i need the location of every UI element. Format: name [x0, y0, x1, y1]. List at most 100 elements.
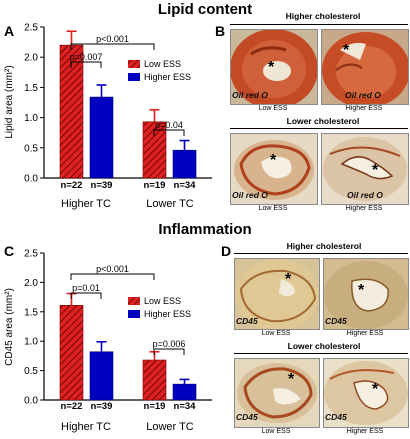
d-stain-3: CD45 — [236, 412, 258, 422]
d-caption-4: Higher ESS — [346, 428, 384, 435]
b-image-lower-higher-ess — [321, 133, 409, 205]
p-value-label: p=0.007 — [70, 52, 103, 62]
d-stain-4: CD45 — [325, 412, 347, 422]
bar-higher-ess — [172, 149, 197, 179]
y-axis-label: Lipid area (mm²) — [4, 65, 15, 138]
legend-label: Low ESS — [144, 59, 181, 69]
n-label: n=19 — [144, 401, 166, 412]
b-image-higher-low-ess — [230, 29, 318, 105]
d-caption-3: Low ESS — [261, 428, 291, 435]
d-caption-2: Higher ESS — [346, 330, 384, 337]
significance-bracket — [70, 43, 155, 50]
b-star-3: * — [270, 152, 277, 169]
group-label: Higher TC — [61, 198, 111, 210]
panel-label-a: A — [4, 23, 15, 39]
y-tick-label: 2.0 — [24, 278, 38, 289]
d-star-4: * — [372, 381, 379, 398]
b-stain-1: Oil red O — [232, 90, 268, 100]
section-title-inflammation: Inflammation — [158, 221, 252, 238]
b-title-lower-cholesterol: Lower cholesterol — [286, 116, 360, 126]
panel-label-b: B — [215, 23, 226, 39]
chart-lipid-area: 0.0 0.5 1.0 1.5 2.0 2.5 Lipid area (mm²) n=22 n=… — [4, 23, 212, 210]
n-label: n=39 — [91, 401, 113, 412]
group-label: Lower TC — [146, 198, 194, 210]
bar-low-ess — [142, 359, 167, 401]
d-image-higher-low-ess — [234, 258, 320, 330]
bar-low-ess — [59, 305, 84, 401]
p-value-label: p=0.01 — [72, 283, 100, 293]
d-rule-bottom — [234, 353, 408, 354]
b-caption-4: Higher ESS — [345, 205, 383, 212]
b-stain-4: Oil red O — [347, 190, 383, 200]
p-value-label: p<0.001 — [96, 34, 129, 44]
legend-label: Higher ESS — [144, 309, 191, 319]
d-title-higher-cholesterol: Higher cholesterol — [286, 241, 362, 251]
p-value-label: p=0.04 — [155, 120, 183, 130]
significance-bracket — [153, 129, 185, 136]
n-label: n=34 — [174, 401, 197, 412]
b-star-1: * — [268, 59, 275, 76]
legend-label: Higher ESS — [144, 72, 191, 82]
d-image-lower-low-ess — [234, 358, 320, 428]
chart-cd45-area: 0.0 0.5 1.0 1.5 2.0 2.5 CD45 area (mm²) n=22 n=3… — [4, 249, 212, 433]
d-star-2: * — [358, 282, 365, 299]
b-rule-bottom — [230, 128, 408, 129]
section-title-lipid: Lipid content — [157, 1, 253, 18]
legend-swatch — [128, 73, 140, 81]
d-image-higher-higher-ess — [323, 258, 409, 330]
y-axis-label: CD45 area (mm²) — [4, 288, 15, 366]
significance-bracket — [70, 292, 102, 299]
d-rule-top — [234, 253, 408, 254]
legend-label: Low ESS — [144, 296, 181, 306]
b-stain-2: Oil red O — [345, 90, 381, 100]
y-tick-label: 0.5 — [24, 143, 38, 154]
b-caption-1: Low ESS — [258, 105, 288, 112]
bar-higher-ess — [89, 351, 114, 401]
d-image-lower-higher-ess — [323, 358, 409, 428]
legend-swatch — [128, 310, 140, 318]
n-label: n=19 — [144, 180, 166, 191]
b-stain-3: Oil red O — [232, 190, 268, 200]
group-label: Higher TC — [61, 421, 111, 433]
n-label: n=34 — [174, 180, 197, 191]
b-star-4: * — [372, 162, 379, 179]
d-star-1: * — [285, 271, 292, 288]
y-tick-label: 1.5 — [24, 83, 38, 94]
d-stain-2: CD45 — [325, 316, 347, 326]
panel-label-c: C — [4, 243, 15, 259]
n-label: n=39 — [91, 180, 113, 191]
y-tick-label: 2.0 — [24, 53, 38, 64]
y-tick-label: 2.5 — [24, 249, 38, 260]
legend-swatch — [128, 297, 140, 305]
n-label: n=22 — [61, 180, 83, 191]
b-image-lower-low-ess — [230, 133, 318, 205]
y-tick-label: 1.0 — [24, 337, 38, 348]
panel-label-d: D — [221, 243, 232, 259]
b-star-2: * — [343, 42, 350, 59]
y-tick-label: 0.0 — [24, 174, 38, 185]
significance-bracket — [153, 348, 185, 355]
y-tick-label: 0.0 — [24, 396, 38, 407]
b-title-higher-cholesterol: Higher cholesterol — [285, 11, 361, 21]
bar-higher-ess — [172, 383, 197, 401]
y-tick-label: 1.0 — [24, 113, 38, 124]
legend-swatch — [128, 60, 140, 68]
d-caption-1: Low ESS — [261, 330, 291, 337]
n-label: n=22 — [61, 401, 83, 412]
b-caption-2: Higher ESS — [345, 105, 383, 112]
b-caption-3: Low ESS — [258, 205, 288, 212]
p-value-label: p<0.001 — [96, 264, 129, 274]
y-tick-label: 1.5 — [24, 307, 38, 318]
p-value-label: p=0.006 — [153, 339, 186, 349]
y-tick-label: 2.5 — [24, 23, 38, 34]
significance-bracket — [70, 61, 102, 68]
group-label: Lower TC — [146, 421, 194, 433]
bar-higher-ess — [89, 96, 114, 179]
d-star-3: * — [288, 371, 295, 388]
b-rule-top — [230, 24, 408, 25]
significance-bracket — [70, 273, 155, 280]
b-image-higher-higher-ess — [321, 29, 409, 105]
d-stain-1: CD45 — [236, 316, 258, 326]
y-tick-label: 0.5 — [24, 366, 38, 377]
